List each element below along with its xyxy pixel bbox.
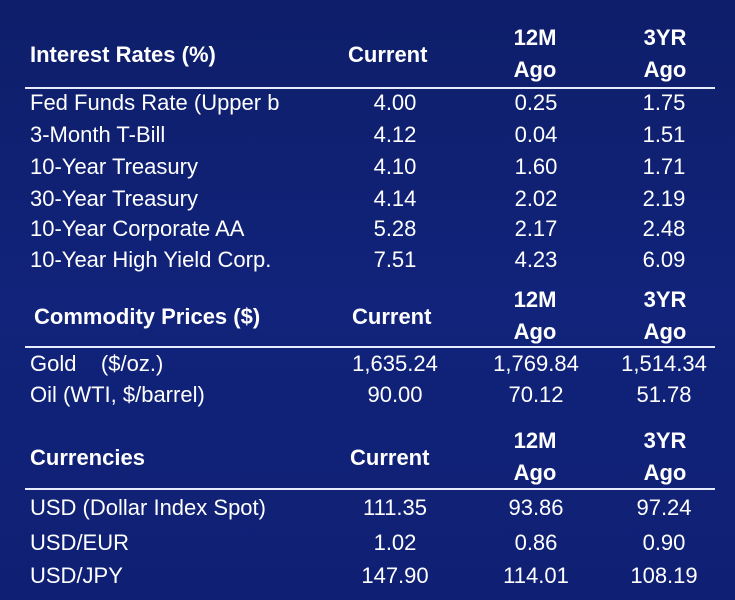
row-3yr-ago: 1.71 (642, 154, 686, 179)
row-current: 1.02 (373, 530, 417, 555)
row-12m-ago: 1,769.84 (493, 351, 579, 376)
row-3yr-ago: 51.78 (636, 382, 692, 407)
row-current: 7.51 (373, 247, 417, 272)
currency-col-12m-bottom: Ago (513, 460, 557, 485)
interest-col-3yr: 3YR Ago (620, 22, 710, 86)
interest-col-12m: 12M Ago (490, 22, 580, 86)
row-3yr-ago: 1.51 (642, 122, 686, 147)
row-label: USD/JPY (30, 563, 123, 588)
row-label: Oil (WTI, $/barrel) (30, 382, 205, 407)
commodity-col-12m-top: 12M (513, 287, 557, 312)
commodity-col-3yr-top: 3YR (643, 287, 687, 312)
row-label: 10-Year Corporate AA (30, 216, 245, 241)
row-12m-ago: 2.02 (514, 186, 558, 211)
table-row: 10-Year High Yield Corp. 7.51 4.23 6.09 (0, 245, 735, 275)
commodity-col-3yr: 3YR Ago (620, 284, 710, 348)
interest-col-12m-bottom: Ago (513, 57, 557, 82)
row-3yr-ago: 1.75 (642, 90, 686, 115)
row-label: Gold ($/oz.) (30, 351, 164, 376)
interest-col-12m-top: 12M (513, 25, 557, 50)
row-12m-ago: 70.12 (508, 382, 564, 407)
row-current: 111.35 (362, 495, 428, 520)
row-3yr-ago: 2.19 (642, 186, 686, 211)
row-12m-ago: 4.23 (514, 247, 558, 272)
currency-col-3yr-bottom: Ago (643, 460, 687, 485)
table-row: USD/JPY 147.90 114.01 108.19 (0, 561, 735, 591)
row-3yr-ago: 108.19 (630, 563, 698, 588)
row-current: 4.00 (373, 90, 417, 115)
row-3yr-ago: 2.48 (642, 216, 686, 241)
row-3yr-ago: 0.90 (642, 530, 686, 555)
currency-title: Currencies (30, 445, 145, 470)
interest-col-3yr-bottom: Ago (643, 57, 687, 82)
row-12m-ago: 0.86 (514, 530, 558, 555)
row-current: 4.12 (373, 122, 417, 147)
commodity-title: Commodity Prices ($) (34, 304, 261, 329)
row-current: 4.10 (373, 154, 417, 179)
row-12m-ago: 0.04 (514, 122, 558, 147)
table-row: Fed Funds Rate (Upper b 4.00 0.25 1.75 (0, 88, 735, 118)
currency-divider (25, 488, 715, 490)
currency-col-3yr-top: 3YR (643, 428, 687, 453)
row-12m-ago: 0.25 (514, 90, 558, 115)
row-3yr-ago: 6.09 (642, 247, 686, 272)
row-12m-ago: 114.01 (503, 563, 569, 588)
row-label: USD (Dollar Index Spot) (30, 495, 266, 520)
table-row: Oil (WTI, $/barrel) 90.00 70.12 51.78 (0, 380, 735, 410)
table-row: 30-Year Treasury 4.14 2.02 2.19 (0, 184, 735, 214)
table-row: USD (Dollar Index Spot) 111.35 93.86 97.… (0, 493, 735, 523)
table-row: Gold ($/oz.) 1,635.24 1,769.84 1,514.34 (0, 349, 735, 379)
interest-divider (25, 87, 715, 89)
row-3yr-ago: 97.24 (636, 495, 692, 520)
interest-title: Interest Rates (%) (30, 42, 216, 67)
row-label: Fed Funds Rate (Upper b (30, 90, 280, 115)
table-row: USD/EUR 1.02 0.86 0.90 (0, 528, 735, 558)
row-current: 90.00 (367, 382, 423, 407)
row-current: 4.14 (373, 186, 417, 211)
commodity-col-12m: 12M Ago (490, 284, 580, 348)
currency-col-3yr: 3YR Ago (620, 425, 710, 489)
interest-col-3yr-top: 3YR (643, 25, 687, 50)
commodity-col-3yr-bottom: Ago (643, 319, 687, 344)
interest-header: Interest Rates (%) Current 12M Ago 3YR A… (0, 22, 735, 92)
commodity-col-current: Current (352, 304, 432, 329)
row-current: 147.90 (361, 563, 429, 588)
commodity-col-12m-bottom: Ago (513, 319, 557, 344)
row-label: 10-Year High Yield Corp. (30, 247, 272, 272)
row-12m-ago: 1.60 (514, 154, 558, 179)
row-label: 10-Year Treasury (30, 154, 198, 179)
row-current: 5.28 (373, 216, 417, 241)
row-12m-ago: 2.17 (514, 216, 558, 241)
interest-col-current: Current (348, 42, 428, 67)
table-row: 10-Year Corporate AA 5.28 2.17 2.48 (0, 214, 735, 244)
row-label: USD/EUR (30, 530, 130, 555)
table-row: 10-Year Treasury 4.10 1.60 1.71 (0, 152, 735, 182)
currency-header: Currencies Current 12M Ago 3YR Ago (0, 425, 735, 491)
row-label: 30-Year Treasury (30, 186, 198, 211)
commodity-divider (25, 346, 715, 348)
currency-col-12m-top: 12M (513, 428, 557, 453)
row-3yr-ago: 1,514.34 (621, 351, 707, 376)
row-current: 1,635.24 (352, 351, 438, 376)
table-row: 3-Month T-Bill 4.12 0.04 1.51 (0, 120, 735, 150)
currency-col-current: Current (350, 445, 430, 470)
currency-col-12m: 12M Ago (490, 425, 580, 489)
row-12m-ago: 93.86 (508, 495, 564, 520)
row-label: 3-Month T-Bill (30, 122, 166, 147)
commodity-header: Commodity Prices ($) Current 12M Ago 3YR… (0, 284, 735, 350)
